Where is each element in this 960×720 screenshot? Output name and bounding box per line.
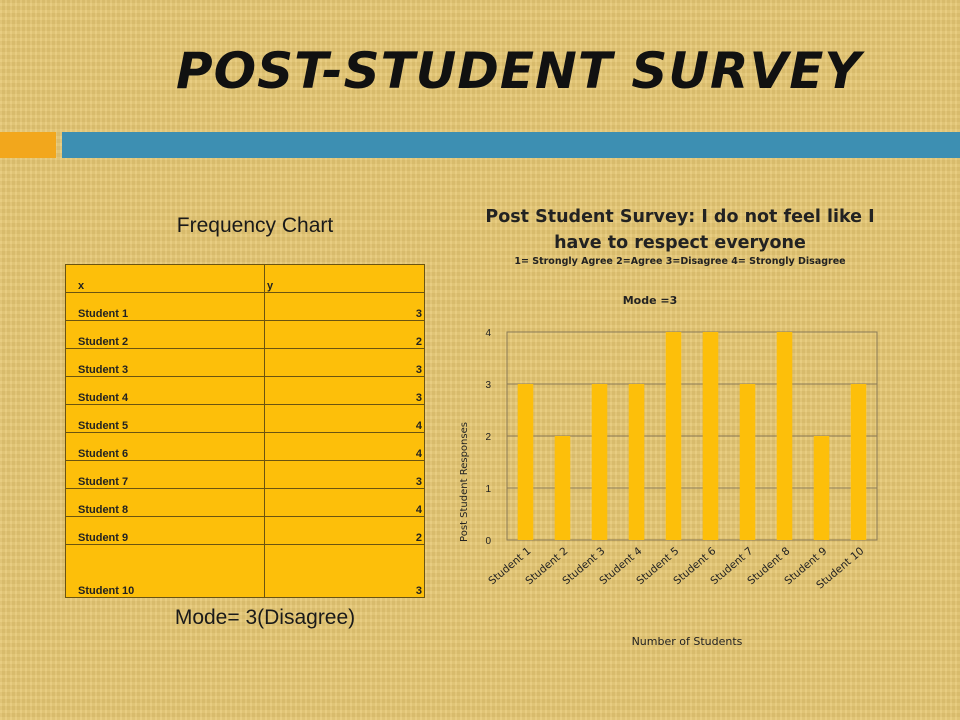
table-cell-student: Student 2	[65, 320, 265, 349]
frequency-table: x y Student 1 3 Student 2 2 Student 3 3 Student …	[65, 264, 425, 598]
bar	[591, 384, 608, 540]
table-cell-student: Student 9	[65, 516, 265, 545]
table-cell-student: Student 6	[65, 432, 265, 461]
table-header-x: x	[65, 264, 265, 293]
table-cell-student: Student 5	[65, 404, 265, 433]
y-tick-label: 2	[485, 432, 491, 443]
bar	[665, 332, 682, 540]
table-cell-response: 3	[264, 544, 425, 598]
table-cell-response: 2	[264, 320, 425, 349]
bar	[628, 384, 645, 540]
table-cell-response: 3	[264, 292, 425, 321]
bar	[702, 332, 719, 540]
bar	[739, 384, 756, 540]
slide-title: Post-Student Survey	[176, 42, 862, 100]
table-header-y: y	[264, 264, 425, 293]
bar	[554, 436, 571, 540]
bar	[813, 436, 830, 540]
table-cell-student: Student 10	[65, 544, 265, 598]
bar	[850, 384, 867, 540]
y-tick-label: 1	[485, 484, 491, 495]
chart-title: Post Student Survey: I do not feel like …	[485, 207, 875, 253]
bar	[776, 332, 793, 540]
chart-subtitle: 1= Strongly Agree 2=Agree 3=Disagree 4= …	[514, 256, 846, 267]
table-cell-student: Student 1	[65, 292, 265, 321]
table-cell-student: Student 3	[65, 348, 265, 377]
chart-annotation: Mode =3	[623, 294, 678, 307]
table-row: Student 10 3	[65, 544, 425, 598]
table-cell-response: 3	[264, 376, 425, 405]
bar	[517, 384, 534, 540]
table-cell-student: Student 4	[65, 376, 265, 405]
y-axis-label: Post Student Responses	[459, 422, 470, 542]
y-tick-label: 0	[485, 536, 491, 547]
title-divider-band	[62, 132, 960, 158]
table-cell-response: 2	[264, 516, 425, 545]
table-cell-response: 4	[264, 432, 425, 461]
table-cell-student: Student 8	[65, 488, 265, 517]
y-tick-label: 4	[485, 328, 491, 339]
table-cell-response: 3	[264, 460, 425, 489]
table-cell-response: 4	[264, 488, 425, 517]
y-tick-label: 3	[485, 380, 491, 391]
accent-band	[0, 132, 56, 158]
table-cell-response: 3	[264, 348, 425, 377]
mode-summary: Mode= 3(Disagree)	[174, 606, 356, 629]
table-cell-response: 4	[264, 404, 425, 433]
table-cell-student: Student 7	[65, 460, 265, 489]
frequency-chart-heading: Frequency Chart	[176, 214, 334, 237]
x-axis-label: Number of Students	[632, 635, 743, 648]
